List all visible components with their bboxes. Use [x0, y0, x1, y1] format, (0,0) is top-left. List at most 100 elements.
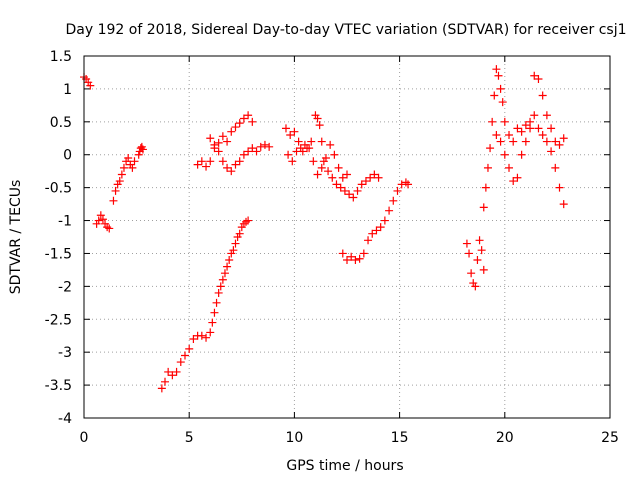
data-point — [256, 142, 265, 151]
data-point — [216, 282, 225, 291]
x-tick-label: 5 — [185, 430, 194, 446]
data-point — [343, 256, 351, 265]
series-seg5 — [157, 216, 253, 393]
data-point — [486, 144, 495, 153]
data-point — [260, 140, 269, 149]
data-point — [248, 117, 257, 126]
data-point — [134, 150, 143, 159]
y-tick-label: -3.5 — [45, 378, 72, 394]
data-point — [218, 157, 227, 166]
data-point — [292, 147, 301, 156]
series-seg2 — [92, 211, 114, 233]
data-point — [481, 183, 490, 192]
data-point — [284, 150, 293, 159]
data-point — [202, 333, 211, 342]
data-point — [239, 150, 248, 159]
data-point — [210, 140, 219, 149]
data-point — [229, 246, 238, 255]
data-point — [117, 170, 126, 179]
data-point — [509, 137, 518, 146]
y-tick-label: -0.5 — [45, 181, 72, 197]
data-point — [380, 216, 389, 225]
data-point — [296, 144, 305, 153]
data-point — [372, 226, 381, 235]
data-point — [119, 163, 128, 172]
data-point — [338, 249, 347, 258]
data-point — [559, 200, 568, 209]
data-point — [223, 163, 232, 172]
data-point — [547, 124, 556, 133]
data-point — [206, 328, 215, 337]
data-point — [462, 239, 471, 248]
data-point — [370, 170, 379, 179]
data-point — [530, 71, 539, 80]
data-point — [494, 71, 503, 80]
data-point — [471, 282, 480, 291]
data-point — [239, 114, 248, 123]
data-point — [517, 150, 526, 159]
data-point — [157, 384, 166, 393]
data-point — [288, 157, 297, 166]
data-point — [368, 229, 377, 238]
x-tick-label: 10 — [285, 430, 303, 446]
data-point — [138, 145, 147, 154]
series-seg4 — [134, 142, 147, 159]
y-tick-label: 1.5 — [50, 49, 72, 65]
data-point — [361, 177, 370, 186]
data-point — [130, 157, 139, 166]
data-point — [197, 331, 206, 340]
data-point — [551, 137, 560, 146]
data-point — [359, 249, 368, 258]
data-point — [526, 124, 535, 133]
data-point — [313, 170, 322, 179]
data-point — [223, 137, 232, 146]
data-point — [357, 180, 366, 189]
x-tick-label: 20 — [496, 430, 514, 446]
data-point — [286, 130, 295, 139]
data-point — [479, 265, 488, 274]
data-point — [294, 137, 303, 146]
y-tick-label: 0.5 — [50, 115, 72, 131]
x-tick-labels: 0 5 10 15 20 25 — [80, 430, 619, 446]
data-point — [349, 193, 358, 202]
data-point — [542, 137, 551, 146]
data-point — [161, 377, 170, 386]
data-point — [180, 351, 189, 360]
data-point — [189, 335, 198, 344]
data-point — [227, 127, 236, 136]
data-point — [124, 154, 133, 163]
data-points — [80, 65, 568, 393]
data-point — [210, 308, 219, 317]
data-point — [115, 177, 124, 186]
data-point — [355, 254, 364, 263]
data-point — [555, 140, 564, 149]
data-point — [385, 206, 394, 215]
y-tick-labels: -4 -3.5 -3 -2.5 -2 -1.5 -1 -0.5 0 0.5 1 1.5 — [45, 49, 72, 427]
data-point — [193, 160, 202, 169]
series-seg7 — [206, 111, 257, 149]
y-tick-label: -4 — [58, 411, 72, 427]
data-point — [94, 216, 103, 225]
data-point — [326, 140, 335, 149]
data-point — [330, 150, 339, 159]
x-tick-label: 25 — [601, 430, 619, 446]
series-seg12 — [479, 65, 568, 212]
data-point — [351, 256, 360, 265]
data-point — [309, 157, 318, 166]
data-point — [265, 142, 274, 151]
data-point — [128, 163, 137, 172]
y-tick-label: 1 — [63, 82, 72, 98]
data-point — [538, 91, 547, 100]
data-point — [328, 173, 337, 182]
data-point — [206, 134, 215, 143]
data-point — [347, 252, 356, 261]
data-point — [345, 190, 354, 199]
data-point — [509, 177, 518, 186]
plot-frame — [83, 55, 611, 419]
data-point — [559, 134, 568, 143]
data-point — [389, 196, 398, 205]
x-tick-label: 0 — [80, 430, 89, 446]
data-point — [305, 144, 314, 153]
data-point — [340, 186, 349, 195]
series-seg13 — [492, 71, 568, 186]
